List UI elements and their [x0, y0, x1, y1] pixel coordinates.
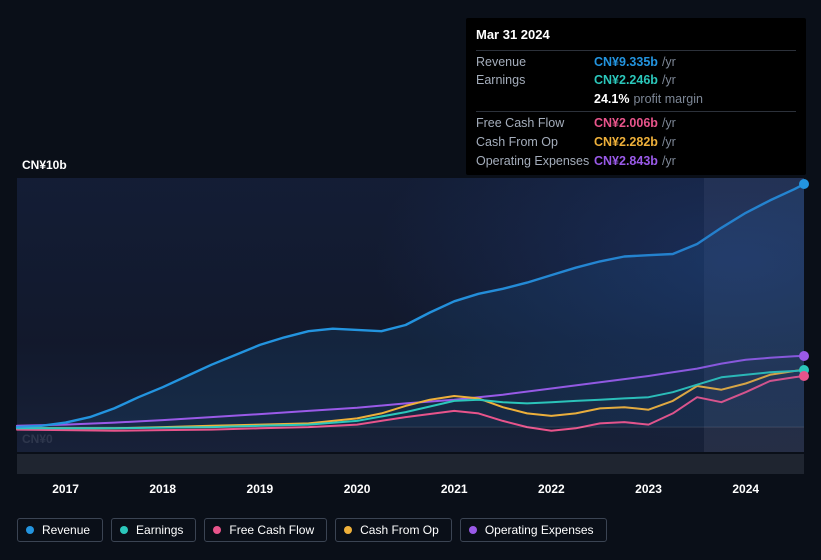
tooltip-unit: /yr — [662, 115, 676, 132]
legend-label: Revenue — [42, 523, 90, 537]
legend-label: Operating Expenses — [485, 523, 594, 537]
x-tick-label: 2020 — [344, 482, 371, 496]
legend-label: Free Cash Flow — [229, 523, 314, 537]
tooltip-label: Operating Expenses — [476, 153, 594, 170]
tooltip-unit: /yr — [662, 153, 676, 170]
y-tick-label: CN¥10b — [22, 158, 67, 172]
tooltip-subrow: 24.1% profit margin — [476, 90, 796, 109]
profit-margin-label: profit margin — [633, 92, 702, 106]
edge-marker-revenue — [799, 179, 809, 189]
edge-marker-fcf — [799, 371, 809, 381]
tooltip-value: CN¥2.246b — [594, 72, 658, 89]
tooltip-value: CN¥2.843b — [594, 153, 658, 170]
tooltip-row-revenue: RevenueCN¥9.335b/yr — [476, 53, 796, 72]
tooltip-row-earnings: EarningsCN¥2.246b/yr — [476, 71, 796, 90]
tooltip-row-opex: Operating ExpensesCN¥2.843b/yr — [476, 152, 796, 171]
tooltip-date: Mar 31 2024 — [476, 24, 796, 48]
legend-chip-cashop[interactable]: Cash From Op — [335, 518, 452, 542]
x-tick-label: 2018 — [149, 482, 176, 496]
x-tick-label: 2021 — [441, 482, 468, 496]
legend-dot-icon — [344, 526, 352, 534]
plot-area[interactable] — [17, 178, 804, 452]
tooltip-value: CN¥9.335b — [594, 54, 658, 71]
tooltip-value: CN¥2.282b — [594, 134, 658, 151]
profit-margin-pct: 24.1% — [594, 92, 629, 106]
tooltip-label: Earnings — [476, 72, 594, 89]
tooltip-value: CN¥2.006b — [594, 115, 658, 132]
legend-chip-revenue[interactable]: Revenue — [17, 518, 103, 542]
legend-label: Earnings — [136, 523, 183, 537]
tooltip-label: Revenue — [476, 54, 594, 71]
tooltip-unit: /yr — [662, 54, 676, 71]
legend-chip-opex[interactable]: Operating Expenses — [460, 518, 607, 542]
tooltip-label: Free Cash Flow — [476, 115, 594, 132]
tooltip-row-fcf: Free Cash FlowCN¥2.006b/yr — [476, 114, 796, 133]
tooltip-label: Cash From Op — [476, 134, 594, 151]
legend-dot-icon — [120, 526, 128, 534]
x-tick-label: 2019 — [247, 482, 274, 496]
x-tick-label: 2024 — [732, 482, 759, 496]
chart-container: Mar 31 2024 RevenueCN¥9.335b/yrEarningsC… — [0, 0, 821, 560]
x-tick-label: 2023 — [635, 482, 662, 496]
legend-dot-icon — [213, 526, 221, 534]
x-tick-label: 2017 — [52, 482, 79, 496]
chart-lines — [17, 178, 804, 452]
legend-dot-icon — [26, 526, 34, 534]
legend-label: Cash From Op — [360, 523, 439, 537]
edge-marker-opex — [799, 351, 809, 361]
hover-tooltip: Mar 31 2024 RevenueCN¥9.335b/yrEarningsC… — [466, 18, 806, 175]
tooltip-unit: /yr — [662, 134, 676, 151]
legend-chip-fcf[interactable]: Free Cash Flow — [204, 518, 327, 542]
negative-region — [17, 454, 804, 474]
legend: Revenue Earnings Free Cash Flow Cash From O… — [17, 518, 607, 542]
legend-dot-icon — [469, 526, 477, 534]
tooltip-unit: /yr — [662, 72, 676, 89]
legend-chip-earnings[interactable]: Earnings — [111, 518, 196, 542]
x-tick-label: 2022 — [538, 482, 565, 496]
tooltip-row-cashop: Cash From OpCN¥2.282b/yr — [476, 133, 796, 152]
x-axis: 2017 2018 2019 2020 2021 2022 2023 2024 — [17, 482, 804, 502]
